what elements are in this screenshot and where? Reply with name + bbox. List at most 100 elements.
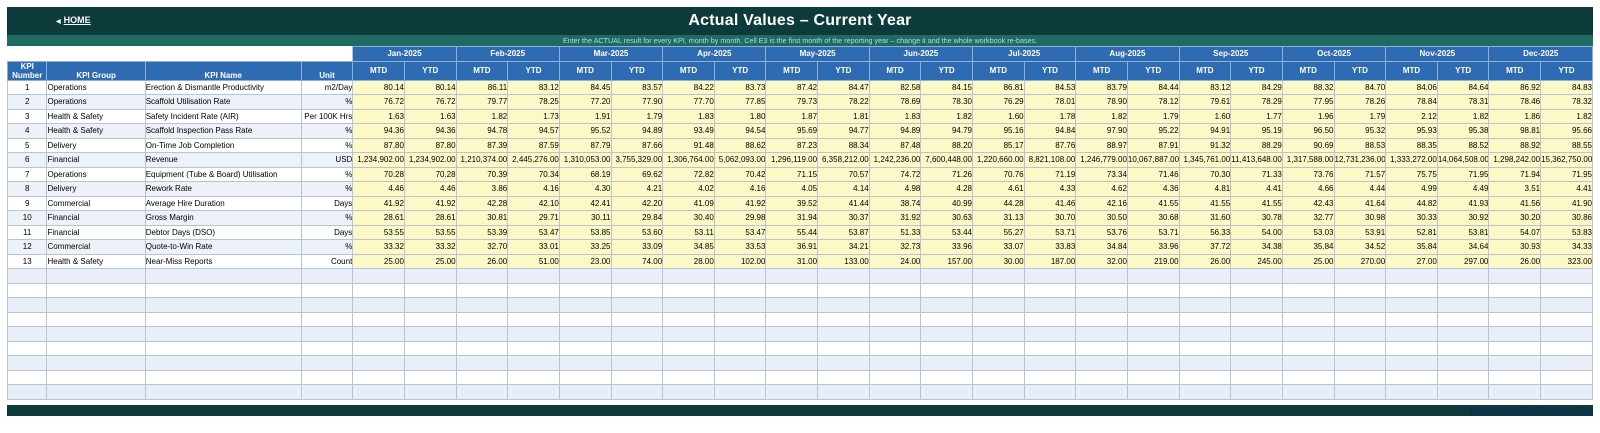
mtd-value-cell[interactable]: 78.69 [868, 94, 922, 110]
empty-cell[interactable] [713, 282, 767, 298]
mtd-value-cell[interactable]: 44.82 [1385, 195, 1438, 211]
kpi-group-cell[interactable]: Commercial [46, 195, 146, 211]
mtd-value-cell[interactable]: 28.61 [352, 210, 405, 226]
ytd-value-cell[interactable]: 53.71 [1126, 224, 1180, 240]
empty-cell[interactable] [6, 369, 48, 385]
empty-cell[interactable] [1023, 282, 1077, 298]
empty-cell[interactable] [1436, 311, 1490, 327]
mtd-value-cell[interactable]: 1.86 [1488, 108, 1542, 124]
empty-cell[interactable] [1281, 268, 1335, 284]
ytd-value-cell[interactable]: 30.37 [817, 210, 870, 226]
kpi-number-cell[interactable]: 2 [6, 94, 48, 110]
kpi-name-cell[interactable]: Rework Rate [144, 181, 302, 197]
ytd-value-cell[interactable]: 1.79 [1126, 108, 1180, 124]
empty-cell[interactable] [46, 355, 146, 371]
empty-cell[interactable] [1385, 311, 1438, 327]
ytd-value-cell[interactable]: 33.96 [1126, 239, 1180, 255]
empty-cell[interactable] [352, 268, 405, 284]
empty-cell[interactable] [817, 326, 870, 342]
empty-cell[interactable] [1023, 384, 1077, 400]
empty-cell[interactable] [300, 384, 354, 400]
mtd-value-cell[interactable]: 35.84 [1281, 239, 1335, 255]
empty-cell[interactable] [610, 369, 664, 385]
ytd-value-cell[interactable]: 1.80 [713, 108, 767, 124]
mtd-value-cell[interactable]: 77.95 [1281, 94, 1335, 110]
kpi-group-cell[interactable]: Financial [46, 152, 146, 168]
empty-cell[interactable] [1488, 355, 1542, 371]
empty-cell[interactable] [1488, 340, 1542, 356]
empty-cell[interactable] [1230, 311, 1283, 327]
empty-cell[interactable] [455, 355, 509, 371]
ytd-value-cell[interactable]: 83.57 [610, 79, 664, 95]
ytd-value-cell[interactable]: 7,600,448.00 [920, 152, 973, 168]
empty-cell[interactable] [868, 311, 922, 327]
unit-cell[interactable]: Per 100K Hrs [300, 108, 354, 124]
unit-cell[interactable]: % [300, 239, 354, 255]
empty-cell[interactable] [1281, 297, 1335, 313]
empty-cell[interactable] [610, 355, 664, 371]
empty-cell[interactable] [713, 268, 767, 284]
empty-cell[interactable] [868, 297, 922, 313]
ytd-value-cell[interactable]: 84.29 [1230, 79, 1283, 95]
mtd-value-cell[interactable]: 53.39 [455, 224, 509, 240]
ytd-value-cell[interactable]: 40.99 [920, 195, 973, 211]
empty-cell[interactable] [662, 355, 715, 371]
ytd-value-cell[interactable]: 70.57 [817, 166, 870, 182]
mtd-value-cell[interactable]: 3.86 [455, 181, 509, 197]
mtd-value-cell[interactable]: 88.35 [1385, 137, 1438, 153]
kpi-group-cell[interactable]: Operations [46, 94, 146, 110]
empty-cell[interactable] [558, 268, 612, 284]
ytd-value-cell[interactable]: 94.89 [610, 123, 664, 139]
empty-cell[interactable] [403, 268, 457, 284]
kpi-number-cell[interactable]: 13 [6, 253, 48, 269]
mtd-value-cell[interactable]: 1.83 [662, 108, 715, 124]
ytd-value-cell[interactable]: 8,821,108.00 [1023, 152, 1077, 168]
empty-cell[interactable] [6, 355, 48, 371]
mtd-value-cell[interactable]: 95.52 [558, 123, 612, 139]
ytd-value-cell[interactable]: 33.09 [610, 239, 664, 255]
ytd-value-cell[interactable]: 94.57 [507, 123, 560, 139]
empty-cell[interactable] [868, 268, 922, 284]
ytd-value-cell[interactable]: 84.15 [920, 79, 973, 95]
ytd-value-cell[interactable]: 94.36 [403, 123, 457, 139]
mtd-value-cell[interactable]: 86.11 [455, 79, 509, 95]
empty-cell[interactable] [1488, 282, 1542, 298]
ytd-value-cell[interactable]: 88.34 [817, 137, 870, 153]
mtd-value-cell[interactable]: 55.44 [765, 224, 819, 240]
empty-cell[interactable] [1075, 326, 1128, 342]
ytd-value-cell[interactable]: 78.22 [817, 94, 870, 110]
ytd-value-cell[interactable]: 30.70 [1023, 210, 1077, 226]
empty-cell[interactable] [610, 297, 664, 313]
mtd-value-cell[interactable]: 87.42 [765, 79, 819, 95]
mtd-value-cell[interactable]: 44.28 [972, 195, 1025, 211]
mtd-value-cell[interactable]: 1.83 [868, 108, 922, 124]
empty-cell[interactable] [1385, 297, 1438, 313]
kpi-group-cell[interactable]: Health & Safety [46, 123, 146, 139]
mtd-value-cell[interactable]: 37.72 [1178, 239, 1232, 255]
empty-cell[interactable] [1333, 355, 1387, 371]
empty-cell[interactable] [352, 369, 405, 385]
empty-cell[interactable] [1023, 326, 1077, 342]
mtd-value-cell[interactable]: 1.91 [558, 108, 612, 124]
empty-cell[interactable] [300, 282, 354, 298]
empty-cell[interactable] [1385, 282, 1438, 298]
mtd-value-cell[interactable]: 83.79 [1075, 79, 1128, 95]
empty-cell[interactable] [558, 297, 612, 313]
mtd-value-cell[interactable]: 4.02 [662, 181, 715, 197]
ytd-value-cell[interactable]: 71.57 [1333, 166, 1387, 182]
empty-cell[interactable] [6, 326, 48, 342]
empty-cell[interactable] [1281, 340, 1335, 356]
mtd-value-cell[interactable]: 79.77 [455, 94, 509, 110]
ytd-value-cell[interactable]: 1.82 [920, 108, 973, 124]
ytd-value-cell[interactable]: 78.25 [507, 94, 560, 110]
ytd-value-cell[interactable]: 84.47 [817, 79, 870, 95]
ytd-value-cell[interactable]: 78.31 [1436, 94, 1490, 110]
mtd-value-cell[interactable]: 26.00 [1178, 253, 1232, 269]
ytd-value-cell[interactable]: 78.29 [1230, 94, 1283, 110]
mtd-value-cell[interactable]: 83.12 [1178, 79, 1232, 95]
mtd-value-cell[interactable]: 34.84 [1075, 239, 1128, 255]
empty-cell[interactable] [403, 311, 457, 327]
empty-cell[interactable] [1540, 340, 1593, 356]
empty-cell[interactable] [1281, 355, 1335, 371]
ytd-value-cell[interactable]: 78.26 [1333, 94, 1387, 110]
